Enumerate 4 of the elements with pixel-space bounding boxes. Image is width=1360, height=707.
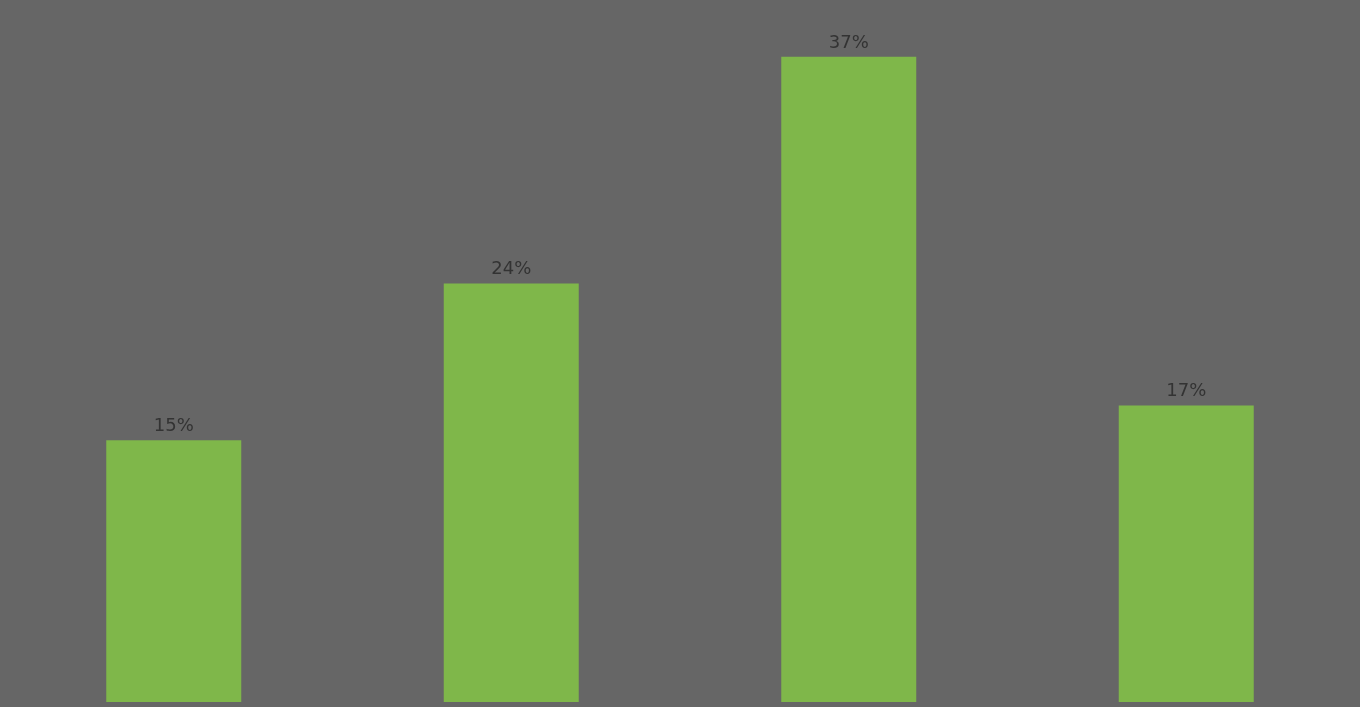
bar — [443, 283, 579, 702]
bar — [106, 440, 242, 702]
bar — [781, 56, 917, 702]
bar — [1118, 405, 1254, 702]
